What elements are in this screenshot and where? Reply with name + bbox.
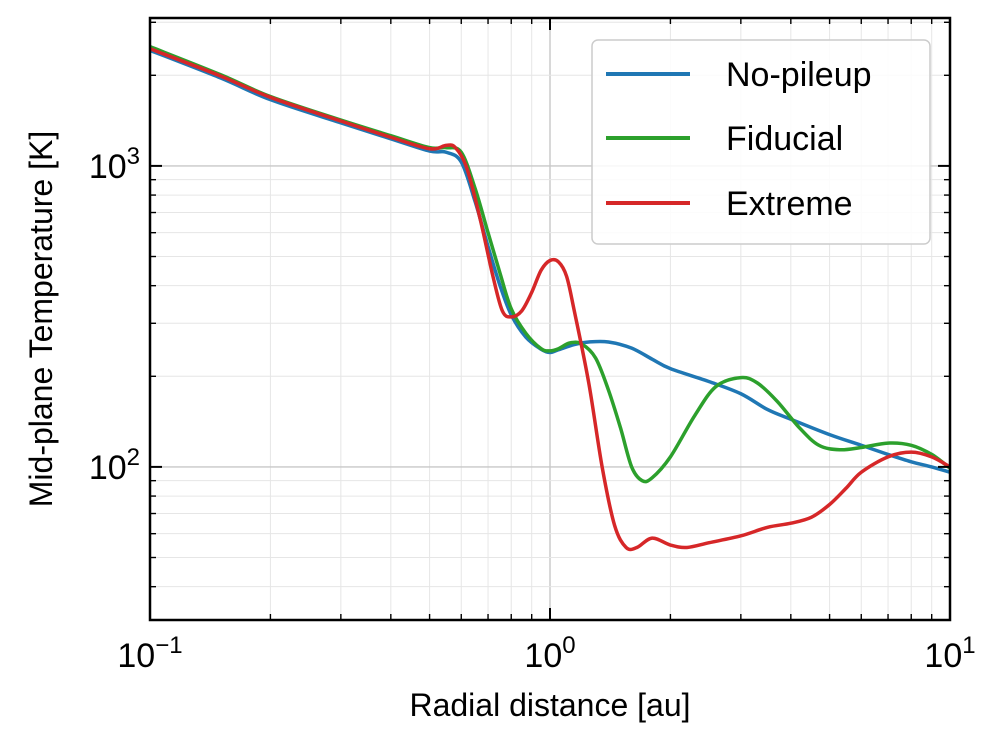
y-tick-label: 103: [89, 143, 140, 186]
x-tick-label: 100: [524, 632, 575, 675]
legend-label-extreme: Extreme: [726, 185, 853, 223]
series-line-extreme: [150, 47, 950, 552]
x-tick-label: 10−1: [117, 632, 182, 675]
series-line-fiducial: [150, 44, 950, 484]
legend-label-fiducial: Fiducial: [726, 120, 843, 158]
y-tick-label: 102: [89, 444, 140, 487]
legend-label-no-pileup: No-pileup: [726, 56, 872, 94]
x-tick-label: 101: [924, 632, 975, 675]
series-lines: [150, 44, 950, 552]
series-line-no-pileup: [150, 48, 950, 474]
y-axis-label: Mid-plane Temperature [K]: [23, 131, 59, 507]
legend-box: [591, 39, 931, 245]
x-axis-label: Radial distance [au]: [409, 687, 690, 723]
axis-ticks: [149, 18, 951, 620]
legend: No-pileup Fiducial Extreme: [591, 39, 931, 245]
tick-labels: 10−1 100 101 102 103: [89, 143, 976, 675]
